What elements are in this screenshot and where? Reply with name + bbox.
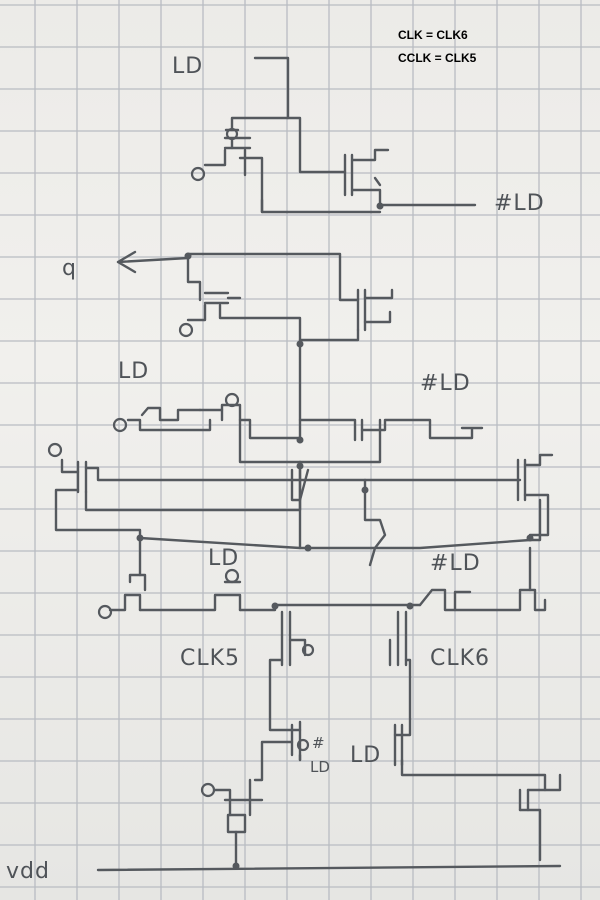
label-ld-top: LD — [172, 54, 203, 79]
input-bubble-latch — [47, 442, 63, 458]
input-bubble-q — [178, 322, 194, 338]
input-bubble-ld-left — [112, 417, 128, 433]
not-ld-low-bubble — [296, 738, 310, 752]
label-ld-left: LD — [118, 359, 149, 384]
latch-node-bottom — [304, 544, 312, 552]
bubble-ld-low-gate — [224, 568, 240, 584]
lower-node-right — [406, 602, 414, 610]
label-q-output: q — [62, 256, 77, 281]
junction-node — [376, 202, 384, 210]
bubble-ld-gate — [224, 392, 240, 408]
vdd-node — [232, 862, 240, 870]
q-node — [184, 252, 192, 260]
label-not-ld-top: #LD — [494, 191, 545, 216]
latch-node-right — [361, 486, 369, 494]
q-output-stage — [116, 250, 394, 347]
label-vdd: vdd — [6, 859, 50, 884]
note-clk: CLK = CLK6 — [398, 28, 468, 42]
bottom-transistors — [96, 720, 562, 872]
clock-transistors — [268, 610, 412, 737]
label-ld-low: LD — [350, 743, 381, 768]
note-cclk: CCLK = CLK5 — [398, 51, 477, 65]
label-clk6: CLK6 — [430, 646, 490, 671]
label-not-ld-right: #LD — [420, 371, 471, 396]
label-clk5: CLK5 — [180, 646, 240, 671]
ld-transmission-row — [126, 342, 484, 464]
label-not-ld-low-b: LD — [310, 758, 330, 776]
input-bubble-bottom — [200, 782, 216, 798]
label-not-ld-mid: #LD — [430, 551, 481, 576]
label-not-ld-low: # — [312, 734, 325, 752]
latch-node-far-right — [526, 534, 534, 542]
inverter-bubble-top — [225, 127, 239, 141]
input-bubble-top — [190, 166, 206, 182]
row-node — [296, 436, 304, 444]
ld-row-lower — [108, 536, 547, 612]
cross-coupled-latch — [54, 453, 554, 567]
lower-node-left — [271, 602, 279, 610]
label-ld-mid: LD — [208, 546, 239, 571]
latch-node-top — [296, 462, 304, 470]
input-bubble-ld-low — [97, 604, 113, 620]
clk5-bubble — [301, 643, 315, 657]
